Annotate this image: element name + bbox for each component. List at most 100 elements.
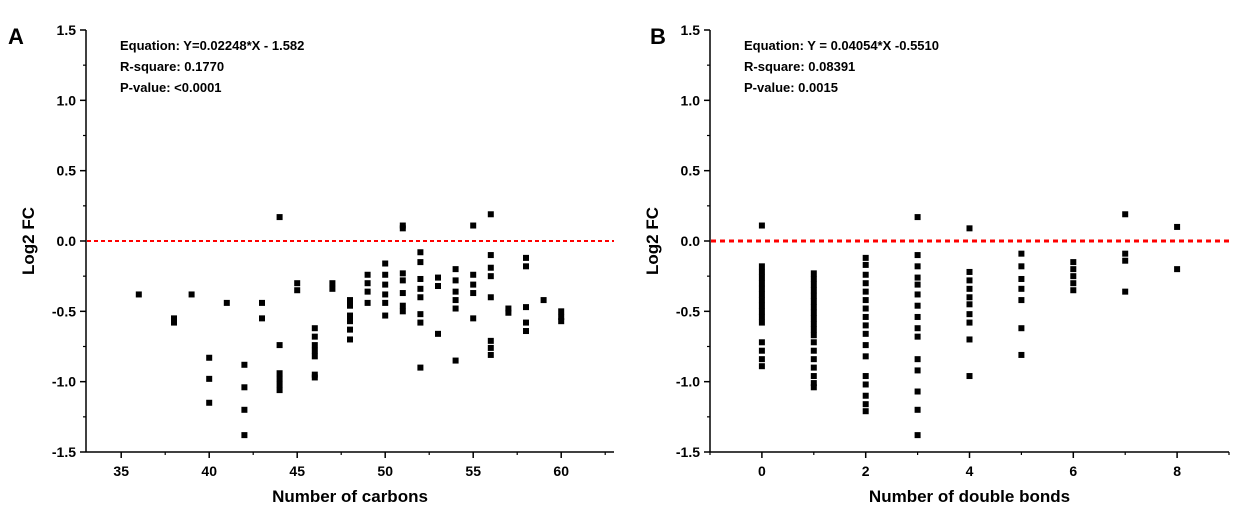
x-tick-label: 55	[465, 463, 481, 479]
data-point	[135, 291, 142, 298]
data-point	[487, 264, 494, 271]
data-point	[487, 337, 494, 344]
data-point	[435, 283, 441, 290]
data-point	[862, 322, 869, 329]
data-point	[276, 387, 283, 394]
data-point	[810, 373, 817, 380]
data-point	[294, 280, 301, 287]
data-point	[223, 299, 230, 306]
data-point	[862, 280, 869, 287]
data-point	[1174, 223, 1181, 230]
annotation-line: Equation: Y = 0.04054*X -0.5510	[744, 38, 939, 53]
data-point	[810, 281, 817, 288]
data-point	[276, 381, 283, 388]
data-point	[206, 399, 213, 406]
data-point	[417, 259, 424, 266]
data-point	[523, 319, 529, 326]
data-point	[382, 312, 389, 319]
data-point	[862, 330, 869, 337]
data-point	[259, 315, 265, 322]
data-point	[241, 361, 248, 368]
data-point	[487, 252, 494, 259]
data-point	[347, 318, 353, 325]
data-point	[523, 263, 529, 270]
data-point	[399, 308, 406, 315]
data-point	[914, 263, 921, 270]
data-point	[523, 304, 529, 311]
y-tick-label: 1.5	[57, 22, 77, 38]
data-point	[1070, 280, 1077, 287]
data-point	[1070, 259, 1077, 266]
annotation-line: R-square: 0.1770	[120, 59, 224, 74]
data-point	[311, 347, 318, 354]
data-point	[241, 432, 248, 439]
data-point	[914, 406, 921, 413]
data-point	[810, 364, 817, 371]
data-point	[417, 249, 424, 256]
data-point	[523, 254, 529, 261]
data-point	[382, 291, 389, 298]
y-tick-label: 0.0	[681, 233, 701, 249]
data-point	[382, 281, 389, 288]
data-point	[1122, 288, 1129, 295]
data-point	[810, 320, 817, 327]
data-point	[758, 263, 765, 270]
x-tick-label: 2	[862, 463, 870, 479]
data-point	[417, 275, 424, 282]
y-tick-label: 0.5	[57, 163, 77, 179]
data-point	[1070, 266, 1077, 273]
x-tick-label: 50	[377, 463, 393, 479]
data-point	[862, 288, 869, 295]
data-point	[523, 328, 529, 335]
data-point	[241, 406, 248, 413]
data-point	[914, 432, 921, 439]
data-point	[417, 319, 424, 326]
panel-label: B	[650, 24, 666, 49]
data-point	[758, 339, 765, 346]
data-point	[540, 297, 547, 304]
data-point	[758, 222, 765, 229]
data-point	[758, 363, 765, 370]
data-point	[914, 325, 921, 332]
data-point	[862, 261, 869, 268]
data-point	[470, 315, 477, 322]
panel-label: A	[8, 24, 24, 49]
y-tick-label: -0.5	[52, 303, 76, 319]
y-tick-label: -1.0	[52, 374, 76, 390]
data-point	[487, 273, 494, 280]
y-tick-label: 1.0	[57, 92, 77, 108]
data-point	[758, 313, 765, 320]
data-point	[399, 302, 406, 309]
y-tick-label: 1.5	[681, 22, 701, 38]
data-point	[862, 342, 869, 349]
data-point	[505, 309, 512, 316]
data-point	[470, 222, 477, 229]
data-point	[862, 401, 869, 408]
data-point	[171, 319, 177, 326]
data-point	[810, 304, 817, 311]
data-point	[558, 308, 565, 315]
data-point	[1070, 273, 1077, 280]
data-point	[435, 274, 441, 281]
data-point	[382, 260, 389, 267]
data-point	[914, 291, 921, 298]
data-point	[914, 214, 921, 221]
x-tick-label: 0	[758, 463, 766, 479]
data-point	[758, 291, 765, 298]
data-point	[276, 342, 283, 349]
y-tick-label: -1.5	[676, 444, 700, 460]
data-point	[364, 299, 371, 306]
x-tick-label: 40	[201, 463, 217, 479]
data-point	[399, 277, 406, 284]
data-point	[758, 285, 765, 292]
data-point	[452, 357, 459, 364]
x-tick-label: 4	[966, 463, 974, 479]
y-tick-label: -0.5	[676, 303, 700, 319]
data-point	[171, 315, 177, 322]
x-tick-label: 35	[113, 463, 129, 479]
y-tick-label: 0.0	[57, 233, 77, 249]
data-point	[810, 309, 817, 316]
annotation-line: Equation: Y=0.02248*X - 1.582	[120, 38, 304, 53]
data-point	[966, 336, 973, 343]
data-point	[259, 299, 265, 306]
